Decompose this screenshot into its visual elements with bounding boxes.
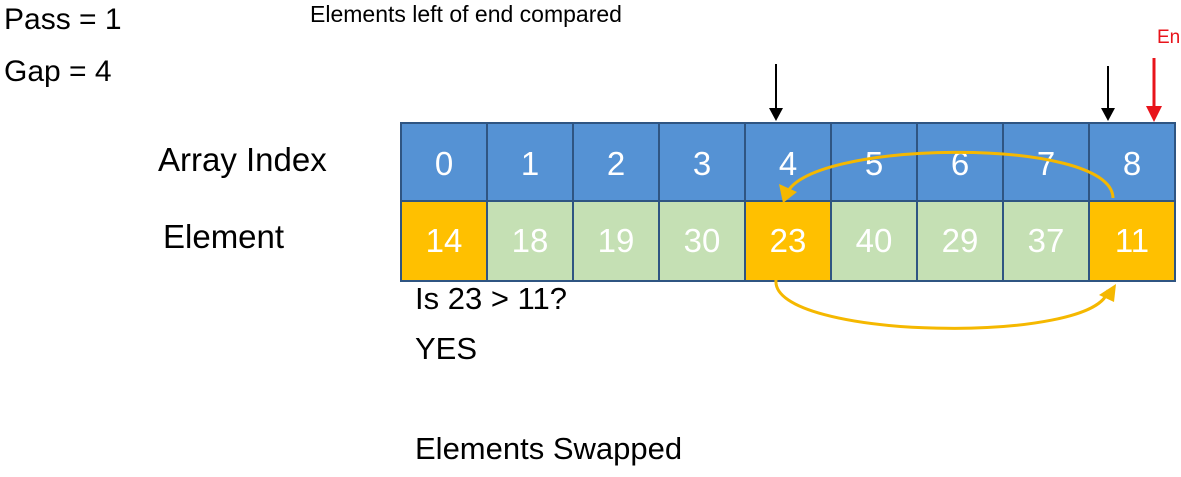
index-cell: 2 bbox=[572, 122, 660, 206]
element-cell: 18 bbox=[486, 200, 574, 282]
element-cell: 14 bbox=[400, 200, 488, 282]
element-cell: 40 bbox=[830, 200, 918, 282]
index-cell: 4 bbox=[744, 122, 832, 206]
element-cell: 37 bbox=[1002, 200, 1090, 282]
index-cell: 5 bbox=[830, 122, 918, 206]
index-cell: 8 bbox=[1088, 122, 1176, 206]
element-cell: 23 bbox=[744, 200, 832, 282]
result-text: Elements Swapped bbox=[415, 431, 683, 466]
end-marker-arrow bbox=[1146, 58, 1162, 122]
pointer-arrow-index-4 bbox=[769, 64, 783, 121]
element-label: Element bbox=[163, 218, 285, 255]
gap-label: Gap = 4 bbox=[4, 55, 112, 88]
pass-label: Pass = 1 bbox=[4, 3, 122, 36]
element-row: 14 18 19 30 23 40 29 37 11 bbox=[400, 200, 1176, 282]
comparison-question: Is 23 > 11? bbox=[415, 281, 567, 316]
swap-arrow-upper bbox=[779, 150, 1115, 203]
element-cell: 19 bbox=[572, 200, 660, 282]
comparison-answer: YES bbox=[415, 331, 478, 366]
element-cell: 11 bbox=[1088, 200, 1176, 282]
index-cell: 3 bbox=[658, 122, 746, 206]
caption: Elements left of end compared bbox=[310, 1, 622, 27]
element-cell: 29 bbox=[916, 200, 1004, 282]
index-cell: 0 bbox=[400, 122, 488, 206]
index-cell: 1 bbox=[486, 122, 574, 206]
swap-arrow-lower bbox=[774, 279, 1116, 330]
element-cell: 30 bbox=[658, 200, 746, 282]
array-index-label: Array Index bbox=[158, 141, 327, 178]
end-label: End bbox=[1157, 27, 1181, 48]
pointer-arrow-index-8 bbox=[1101, 66, 1115, 121]
